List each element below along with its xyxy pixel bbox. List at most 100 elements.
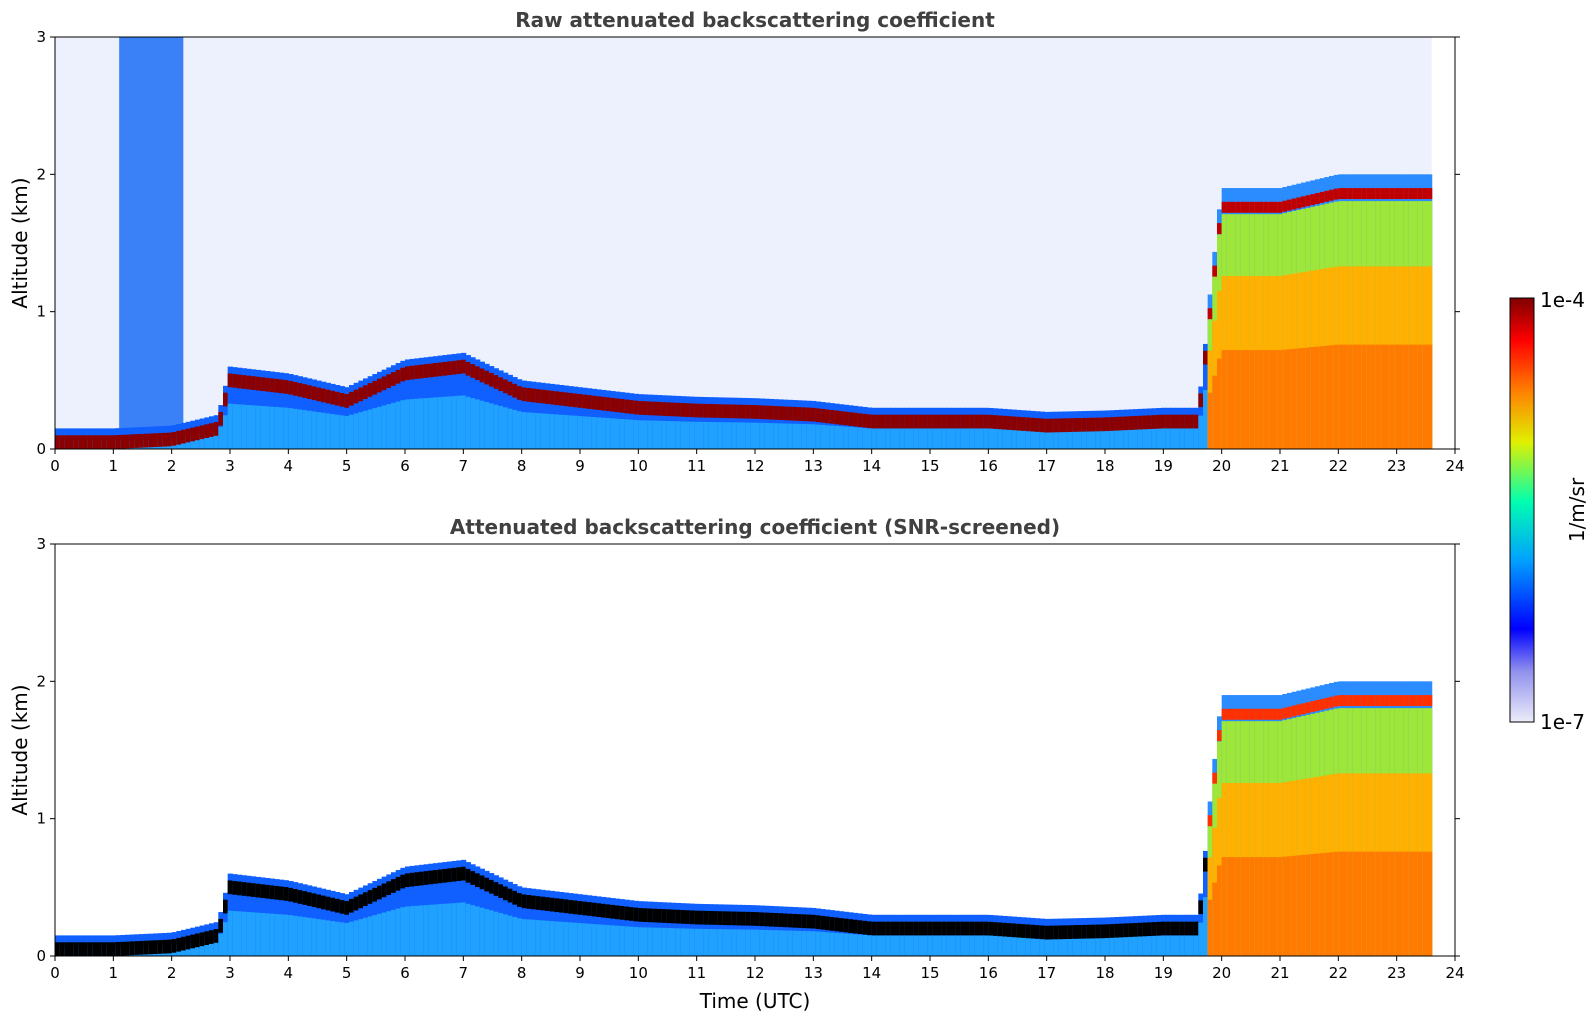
profile-column <box>451 860 457 956</box>
profile-column <box>1221 695 1227 956</box>
profile-column <box>1021 410 1027 449</box>
profile-column <box>1203 343 1209 449</box>
profile-column <box>181 422 187 449</box>
profile-column <box>363 378 369 449</box>
profile-column <box>526 381 532 449</box>
x-tick-label: 1 <box>109 457 119 475</box>
profile-column <box>335 892 341 956</box>
profile-column <box>1254 188 1260 450</box>
profile-column <box>549 383 555 449</box>
profile-column <box>923 407 929 449</box>
profile-column <box>1091 917 1097 956</box>
profile-column <box>1086 410 1092 449</box>
profile-column <box>853 405 859 449</box>
profile-column <box>1044 411 1050 449</box>
profile-column <box>232 367 238 449</box>
profile-column <box>265 877 271 956</box>
profile-column <box>596 896 602 956</box>
profile-column <box>344 894 350 956</box>
profile-column <box>437 862 443 956</box>
profile-column <box>237 367 243 449</box>
profile-column <box>531 381 537 449</box>
profile-column <box>1049 918 1055 956</box>
profile-column <box>199 925 205 956</box>
profile-column <box>629 900 635 956</box>
profile-column <box>1151 915 1157 956</box>
profile-column <box>839 911 845 956</box>
colorbar-min-label: 1e-7 <box>1540 710 1585 734</box>
profile-column <box>167 932 173 956</box>
profile-column <box>111 935 117 956</box>
profile-column <box>769 905 775 956</box>
profile-column <box>1175 407 1181 449</box>
profile-column <box>106 935 112 956</box>
profile-column <box>1277 695 1283 956</box>
profile-column <box>1259 188 1265 450</box>
profile-column <box>307 378 313 449</box>
profile-column <box>1170 914 1176 956</box>
profile-column <box>806 400 812 449</box>
profile-column <box>125 934 131 956</box>
profile-column <box>1394 174 1400 450</box>
profile-column <box>302 377 308 449</box>
profile-column <box>932 914 938 956</box>
profile-column <box>1161 914 1167 956</box>
profile-column <box>1035 918 1041 956</box>
profile-column <box>171 425 177 449</box>
profile-column <box>1030 410 1036 449</box>
profile-column <box>1319 685 1325 956</box>
profile-column <box>876 407 882 449</box>
profile-column <box>717 397 723 449</box>
profile-column <box>1273 188 1279 450</box>
profile-column <box>101 428 107 449</box>
profile-column <box>638 394 644 449</box>
profile-column <box>1100 917 1106 956</box>
profile-column <box>699 903 705 956</box>
x-tick-label: 7 <box>459 964 469 982</box>
profile-column <box>535 382 541 449</box>
colorbar-unit-label: 1/m/sr <box>1565 477 1589 542</box>
profile-column <box>115 428 121 449</box>
profile-column <box>1212 251 1218 449</box>
profile-column <box>1333 681 1339 956</box>
profile-column <box>69 935 75 956</box>
profile-column <box>1147 408 1153 449</box>
profile-column <box>848 912 854 956</box>
profile-column <box>171 932 177 956</box>
profile-column <box>531 888 537 956</box>
profile-column <box>316 887 322 956</box>
profile-column <box>78 428 84 449</box>
profile-column <box>1170 407 1176 449</box>
profile-column <box>993 408 999 449</box>
profile-column <box>1324 177 1330 449</box>
profile-column <box>1268 695 1274 956</box>
profile-column <box>843 404 849 449</box>
colorbar-max-label: 1e-4 <box>1540 288 1585 312</box>
x-tick-label: 23 <box>1387 457 1406 475</box>
profile-column <box>1105 917 1111 956</box>
profile-column <box>1091 410 1097 449</box>
profile-column <box>162 932 168 956</box>
profile-column <box>1403 174 1409 450</box>
profile-column <box>1259 695 1265 956</box>
profile-column <box>815 401 821 449</box>
profile-column <box>671 395 677 449</box>
profile-column <box>745 398 751 449</box>
profile-column <box>358 380 364 449</box>
profile-column <box>792 400 798 449</box>
profile-column <box>227 873 233 956</box>
profile-column <box>241 875 247 956</box>
profile-column <box>209 923 215 956</box>
x-tick-label: 18 <box>1095 457 1114 475</box>
profile-column <box>969 914 975 956</box>
profile-column <box>1095 917 1101 956</box>
profile-column <box>1189 407 1195 449</box>
profile-column <box>643 394 649 449</box>
profile-column <box>549 890 555 956</box>
x-tick-label: 22 <box>1329 964 1348 982</box>
profile-column <box>699 396 705 449</box>
profile-column <box>484 363 490 449</box>
x-tick-label: 13 <box>804 457 823 475</box>
profile-column <box>797 400 803 449</box>
profile-column <box>503 879 509 956</box>
